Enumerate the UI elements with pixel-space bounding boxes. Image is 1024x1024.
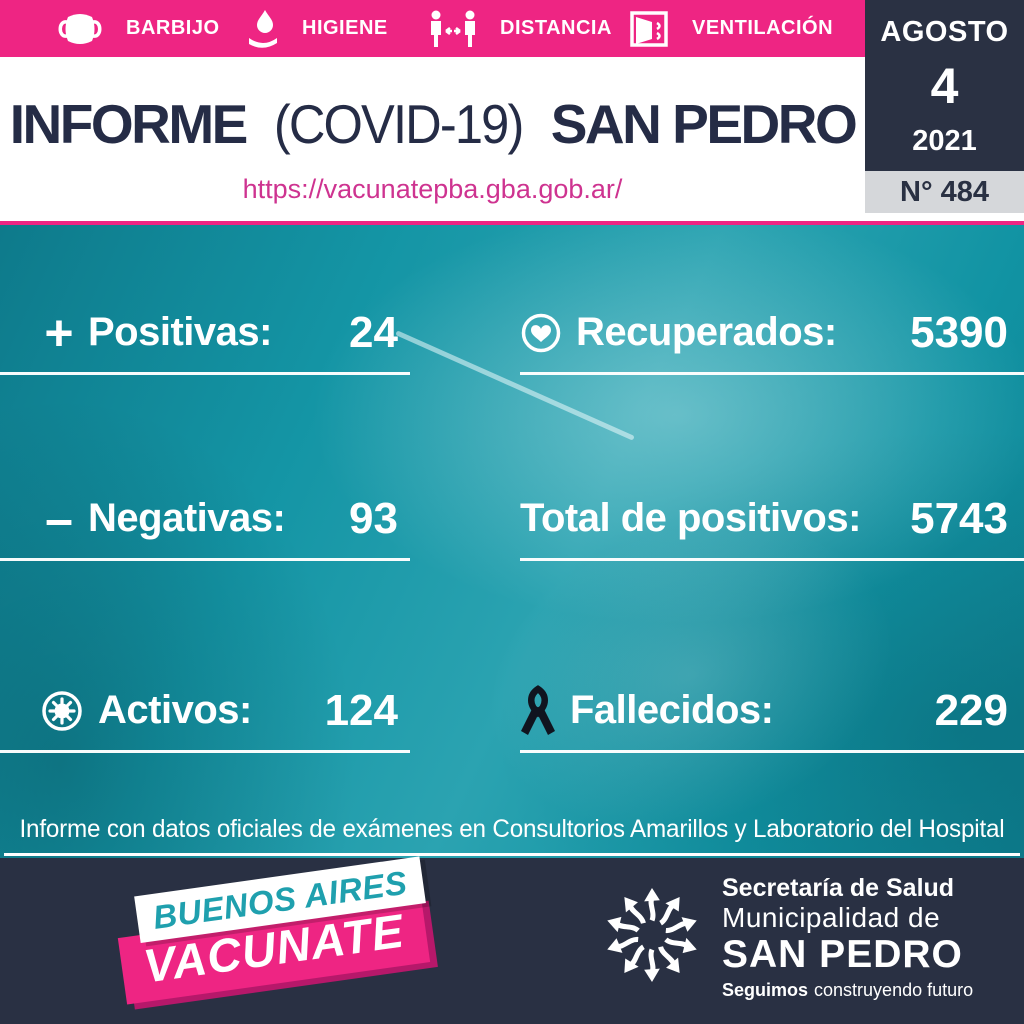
- date-year: 2021: [912, 125, 977, 157]
- stat-label: Total de positivos:: [520, 496, 861, 540]
- starburst-arrows-icon: [596, 876, 708, 999]
- stat-total-positivos: Total de positivos: 5743: [520, 479, 1024, 561]
- topbar-label: BARBIJO: [126, 17, 220, 39]
- stat-value: 124: [324, 685, 398, 735]
- stat-value: 93: [349, 493, 398, 543]
- plus-icon: +: [44, 304, 74, 361]
- prevention-top-bar: BARBIJO HIGIENE: [0, 0, 1024, 57]
- footer: BUENOS AIRES VACUNATE: [0, 856, 1024, 1024]
- stat-label: Activos:: [98, 688, 252, 732]
- page-title: INFORME (COVID-19) SAN PEDRO: [0, 97, 865, 152]
- social-distance-icon: [428, 9, 478, 49]
- topbar-item-barbijo: BARBIJO: [56, 0, 220, 57]
- tagline: Seguimos construyendo futuro: [722, 980, 973, 1000]
- stat-fallecidos: Fallecidos: 229: [520, 671, 1024, 753]
- secretaria-de-salud-text: Secretaría de Salud: [722, 874, 955, 902]
- stat-recuperados: Recuperados: 5390: [520, 293, 1024, 375]
- stat-value: 5390: [910, 307, 1008, 357]
- stat-value: 24: [349, 307, 398, 357]
- stat-activos: Activos: 124: [0, 671, 410, 753]
- mask-icon: [56, 10, 104, 48]
- stat-label: Fallecidos:: [570, 688, 774, 732]
- topbar-item-ventilacion: VENTILACIÓN: [628, 0, 833, 57]
- data-source-note: Informe con datos oficiales de exámenes …: [19, 815, 1005, 843]
- report-number-badge: N° 484: [865, 171, 1024, 213]
- hand-hygiene-icon: [246, 9, 280, 49]
- topbar-label: HIGIENE: [302, 17, 388, 39]
- stat-positivas: + Positivas: 24: [0, 293, 410, 375]
- open-window-icon: [628, 9, 670, 49]
- date-month: AGOSTO: [880, 16, 1009, 48]
- stat-label: Recuperados:: [576, 310, 837, 354]
- topbar-item-distancia: DISTANCIA: [428, 0, 612, 57]
- vacunate-badge: BUENOS AIRES VACUNATE: [112, 849, 483, 1005]
- stat-negativas: – Negativas: 93: [0, 479, 410, 561]
- topbar-item-higiene: HIGIENE: [246, 0, 388, 57]
- title-informe: INFORME: [9, 93, 249, 155]
- virus-circle-icon: [40, 689, 84, 733]
- tagline-bold: Seguimos: [722, 980, 809, 1001]
- stat-label: Positivas:: [88, 310, 272, 354]
- san-pedro-text: SAN PEDRO: [722, 933, 963, 977]
- header-divider: [0, 221, 1024, 225]
- heart-circle-icon: [520, 312, 562, 354]
- tagline-rest: construyendo futuro: [814, 980, 974, 1001]
- minus-icon: –: [45, 490, 73, 547]
- topbar-label: DISTANCIA: [500, 17, 612, 39]
- stat-value: 5743: [910, 493, 1008, 543]
- mourning-ribbon-icon: [520, 684, 556, 738]
- municipality-logo: Secretaría de Salud Municipalidad de SAN…: [596, 874, 973, 1000]
- date-box: AGOSTO 4 2021 N° 484: [865, 0, 1024, 213]
- topbar-label: VENTILACIÓN: [692, 17, 834, 39]
- header: INFORME (COVID-19) SAN PEDRO https://vac…: [0, 57, 865, 222]
- stats-background-photo: + Positivas: 24 Recuperados: 5390 – Nega…: [0, 225, 1024, 858]
- footer-divider: [4, 853, 1020, 856]
- vacunate-url-link[interactable]: https://vacunatepba.gba.gob.ar/: [242, 174, 623, 204]
- date-day: 4: [930, 58, 959, 114]
- stat-value: 229: [934, 685, 1008, 735]
- stat-label: Negativas:: [88, 496, 286, 540]
- municipalidad-de-text: Municipalidad de: [722, 902, 941, 933]
- title-san-pedro: SAN PEDRO: [550, 93, 858, 155]
- title-covid: (COVID-19): [273, 93, 525, 155]
